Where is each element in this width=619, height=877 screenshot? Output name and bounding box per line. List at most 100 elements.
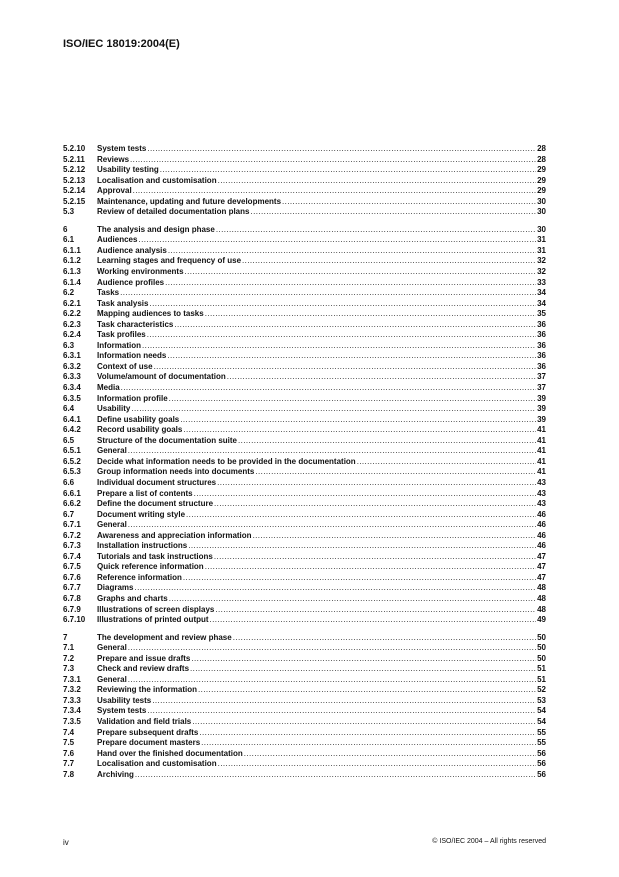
toc-leader-dots [191, 654, 536, 665]
toc-entry[interactable]: 6.2.4 Task profiles 36 [63, 330, 546, 341]
toc-entry[interactable]: 6.1.4 Audience profiles 33 [63, 278, 546, 289]
toc-entry[interactable]: 6.7.7 Diagrams 48 [63, 583, 546, 594]
toc-entry-title: Information [97, 340, 141, 350]
toc-entry[interactable]: 5.2.14 Approval 29 [63, 186, 546, 197]
toc-entry[interactable]: 7.3.3 Usability tests 53 [63, 696, 546, 707]
toc-entry[interactable]: 6.3.4 Media 37 [63, 383, 546, 394]
toc-entry[interactable]: 5.2.13 Localisation and customisation 29 [63, 176, 546, 187]
toc-entry[interactable]: 6.7 Document writing style 46 [63, 510, 546, 521]
toc-entry[interactable]: 6.2.3 Task characteristics 36 [63, 320, 546, 331]
toc-entry-number: 6.7 [63, 509, 75, 519]
toc-entry[interactable]: 6.1.2 Learning stages and frequency of us… [63, 256, 546, 267]
toc-entry[interactable]: 7 The development and review phase 50 [63, 633, 546, 644]
toc-entry-number: 6.1.4 [63, 277, 81, 287]
toc-entry[interactable]: 7.5 Prepare document masters 55 [63, 738, 546, 749]
toc-entry[interactable]: 6 The analysis and design phase 30 [63, 225, 546, 236]
toc-entry[interactable]: 6.7.5 Quick reference information 47 [63, 562, 546, 573]
toc-entry[interactable]: 6.1.1 Audience analysis 31 [63, 246, 546, 257]
toc-entry[interactable]: 5.2.10 System tests 28 [63, 144, 546, 155]
page-number: iv [63, 838, 69, 847]
toc-entry-number: 6.1.1 [63, 245, 81, 255]
toc-leader-dots [199, 728, 536, 739]
toc-entry[interactable]: 7.3 Check and review drafts 51 [63, 664, 546, 675]
toc-entry-title: Decide what information needs to be prov… [97, 456, 356, 466]
toc-entry-page: 36 [537, 340, 546, 350]
toc-entry[interactable]: 6.5.1 General 41 [63, 446, 546, 457]
toc-entry[interactable]: 6.6 Individual document structures 43 [63, 478, 546, 489]
toc-entry[interactable]: 7.7 Localisation and customisation 56 [63, 759, 546, 770]
toc-entry[interactable]: 7.2 Prepare and issue drafts 50 [63, 654, 546, 665]
toc-entry[interactable]: 6.1.3 Working environments 32 [63, 267, 546, 278]
toc-entry[interactable]: 6.2.1 Task analysis 34 [63, 299, 546, 310]
toc-entry-page: 29 [537, 186, 546, 196]
toc-entry[interactable]: 7.8 Archiving 56 [63, 770, 546, 781]
toc-entry[interactable]: 6.6.2 Define the document structure 43 [63, 499, 546, 510]
toc-entry-title: Illustrations of screen displays [97, 604, 215, 614]
toc-leader-dots [255, 467, 536, 478]
toc-leader-dots [183, 573, 536, 584]
toc-entry-page: 36 [537, 351, 546, 361]
toc-entry-title: Prepare a list of contents [97, 488, 193, 498]
toc-entry[interactable]: 7.1 General 50 [63, 643, 546, 654]
toc-entry[interactable]: 7.6 Hand over the finished documentation 5… [63, 749, 546, 760]
toc-leader-dots [128, 643, 536, 654]
toc-entry[interactable]: 5.2.12 Usability testing 29 [63, 165, 546, 176]
toc-entry[interactable]: 7.3.4 System tests 54 [63, 706, 546, 717]
toc-entry[interactable]: 6.3.5 Information profile 39 [63, 394, 546, 405]
toc-entry[interactable]: 6.7.3 Installation instructions 46 [63, 541, 546, 552]
toc-entry[interactable]: 6.7.8 Graphs and charts 48 [63, 594, 546, 605]
toc-entry[interactable]: 6.3 Information 36 [63, 341, 546, 352]
toc-entry[interactable]: 6.3.1 Information needs 36 [63, 351, 546, 362]
toc-entry-page: 39 [537, 404, 546, 414]
toc-entry[interactable]: 5.3 Review of detailed documentation plan… [63, 207, 546, 218]
toc-entry-number: 6.2.1 [63, 298, 81, 308]
toc-entry[interactable]: 7.3.2 Reviewing the information 52 [63, 685, 546, 696]
toc-entry[interactable]: 6.7.6 Reference information 47 [63, 573, 546, 584]
toc-entry-number: 6.7.5 [63, 562, 81, 572]
toc-entry-page: 36 [537, 361, 546, 371]
toc-entry-page: 47 [537, 572, 546, 582]
toc-entry-page: 29 [537, 175, 546, 185]
toc-entry-page: 46 [537, 541, 546, 551]
toc-entry[interactable]: 6.7.2 Awareness and appreciation informat… [63, 531, 546, 542]
toc-entry-page: 30 [537, 224, 546, 234]
toc-entry[interactable]: 6.6.1 Prepare a list of contents 43 [63, 489, 546, 500]
toc-entry-number: 6.7.8 [63, 593, 81, 603]
toc-entry-title: Reference information [97, 572, 182, 582]
toc-entry-title: Maintenance, updating and future develop… [97, 196, 282, 206]
toc-entry[interactable]: 6.4.2 Record usability goals 41 [63, 425, 546, 436]
toc-entry[interactable]: 6.4.1 Define usability goals 39 [63, 415, 546, 426]
toc-leader-dots [147, 330, 536, 341]
toc-entry[interactable]: 5.2.11 Reviews 28 [63, 155, 546, 166]
toc-entry-title: Localisation and customisation [97, 759, 217, 769]
toc-entry-page: 36 [537, 319, 546, 329]
toc-leader-dots [174, 320, 536, 331]
toc-entry[interactable]: 6.3.3 Volume/amount of documentation 37 [63, 372, 546, 383]
toc-entry-page: 50 [537, 653, 546, 663]
toc-entry-number: 6.2.3 [63, 319, 81, 329]
toc-entry[interactable]: 7.3.1 General 51 [63, 675, 546, 686]
toc-entry-number: 6.3.3 [63, 372, 81, 382]
toc-entry[interactable]: 7.4 Prepare subsequent drafts 55 [63, 728, 546, 739]
toc-entry[interactable]: 6.7.1 General 46 [63, 520, 546, 531]
toc-entry[interactable]: 6.2 Tasks 34 [63, 288, 546, 299]
toc-entry-number: 7.1 [63, 643, 75, 653]
toc-entry-page: 48 [537, 604, 546, 614]
toc-entry[interactable]: 6.5.3 Group information needs into docume… [63, 467, 546, 478]
toc-entry[interactable]: 6.7.10 Illustrations of printed output 49 [63, 615, 546, 626]
toc-entry-title: General [97, 446, 127, 456]
toc-entry[interactable]: 7.3.5 Validation and field trials 54 [63, 717, 546, 728]
toc-entry[interactable]: 6.4 Usability 39 [63, 404, 546, 415]
toc-entry[interactable]: 6.7.9 Illustrations of screen displays 48 [63, 605, 546, 616]
toc-section-group: 6 The analysis and design phase 30 6.1 Audie… [63, 225, 546, 626]
toc-entry[interactable]: 6.1 Audiences 31 [63, 235, 546, 246]
toc-entry-title: Structure of the documentation suite [97, 435, 238, 445]
toc-entry[interactable]: 6.5 Structure of the documentation suite 4… [63, 436, 546, 447]
toc-entry-number: 6.4 [63, 404, 75, 414]
toc-entry[interactable]: 6.5.2 Decide what information needs to be… [63, 457, 546, 468]
toc-entry[interactable]: 6.2.2 Mapping audiences to tasks 35 [63, 309, 546, 320]
toc-entry[interactable]: 6.7.4 Tutorials and task instructions 47 [63, 552, 546, 563]
toc-entry-number: 5.2.14 [63, 186, 86, 196]
toc-entry[interactable]: 5.2.15 Maintenance, updating and future d… [63, 197, 546, 208]
toc-entry[interactable]: 6.3.2 Context of use 36 [63, 362, 546, 373]
